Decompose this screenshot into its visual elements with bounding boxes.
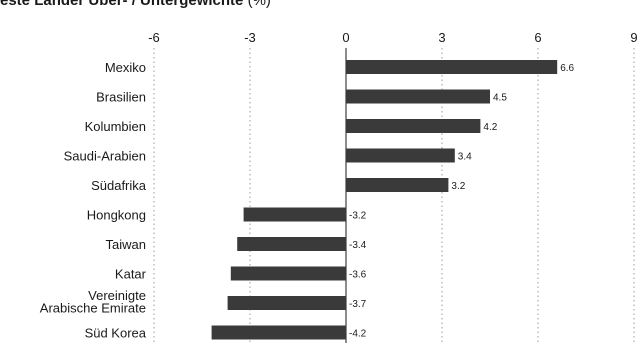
x-tick-label: -3 [244, 30, 256, 45]
x-tick-label: -6 [148, 30, 160, 45]
bar [243, 207, 346, 222]
category-label: Taiwan [106, 237, 146, 252]
data-label: 3.2 [451, 181, 465, 192]
data-label: 4.2 [483, 122, 497, 133]
category-label: Saudi-Arabien [64, 149, 146, 164]
bar [227, 296, 346, 310]
bar [346, 89, 490, 104]
category-label: Vereinigte [88, 288, 146, 303]
category-labels: Mexiko Brasilien Kolumbien Saudi-Arabien Süd… [40, 60, 147, 341]
bar [346, 60, 558, 74]
category-label: Brasilien [96, 90, 146, 105]
data-label: -3.6 [349, 270, 367, 281]
chart-title-text: este Länder Über- / Untergewichte [0, 0, 244, 9]
bar [346, 119, 481, 133]
bar [346, 178, 449, 192]
bars [211, 60, 558, 340]
x-tick-label: 3 [438, 30, 445, 45]
bar [346, 148, 455, 163]
x-axis-ticks: -6 -3 0 3 6 9 [148, 30, 637, 45]
value-labels: 6.6 4.5 4.2 3.4 3.2 -3.2 -3.4 -3.6 -3.7 -4.2 [349, 63, 575, 340]
category-label: Katar [115, 267, 147, 282]
data-label: -3.7 [349, 299, 367, 310]
data-label: 4.5 [493, 93, 507, 104]
bar [237, 237, 346, 251]
chart-title: este Länder Über- / Untergewichte (%) [0, 0, 271, 9]
x-tick-label: 0 [342, 30, 349, 45]
category-label: Südafrika [91, 178, 147, 193]
category-label: Kolumbien [85, 119, 146, 134]
bar [211, 325, 346, 340]
data-label: 6.6 [560, 63, 574, 74]
x-tick-label: 6 [534, 30, 541, 45]
data-label: -3.4 [349, 240, 367, 251]
category-label: Hongkong [87, 208, 146, 223]
data-label: -3.2 [349, 211, 367, 222]
category-label: Mexiko [105, 60, 146, 75]
category-label: Süd Korea [85, 326, 147, 341]
x-tick-label: 9 [630, 30, 637, 45]
data-label: -4.2 [349, 329, 367, 340]
data-label: 3.4 [458, 152, 472, 163]
chart-title-unit: (%) [247, 0, 271, 9]
bar [230, 266, 346, 281]
category-label: Arabische Emirate [40, 301, 146, 316]
